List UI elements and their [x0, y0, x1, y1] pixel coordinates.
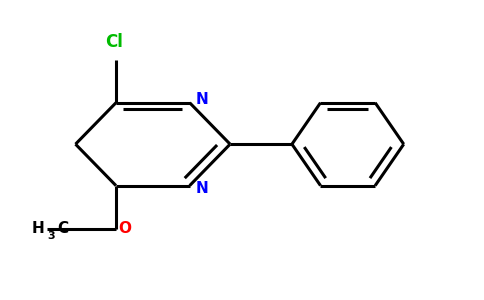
Text: C: C: [58, 221, 69, 236]
Text: O: O: [118, 221, 131, 236]
Text: N: N: [196, 92, 208, 107]
Text: N: N: [196, 181, 208, 196]
Text: 3: 3: [47, 231, 55, 241]
Text: Cl: Cl: [105, 33, 122, 51]
Text: H: H: [32, 221, 45, 236]
